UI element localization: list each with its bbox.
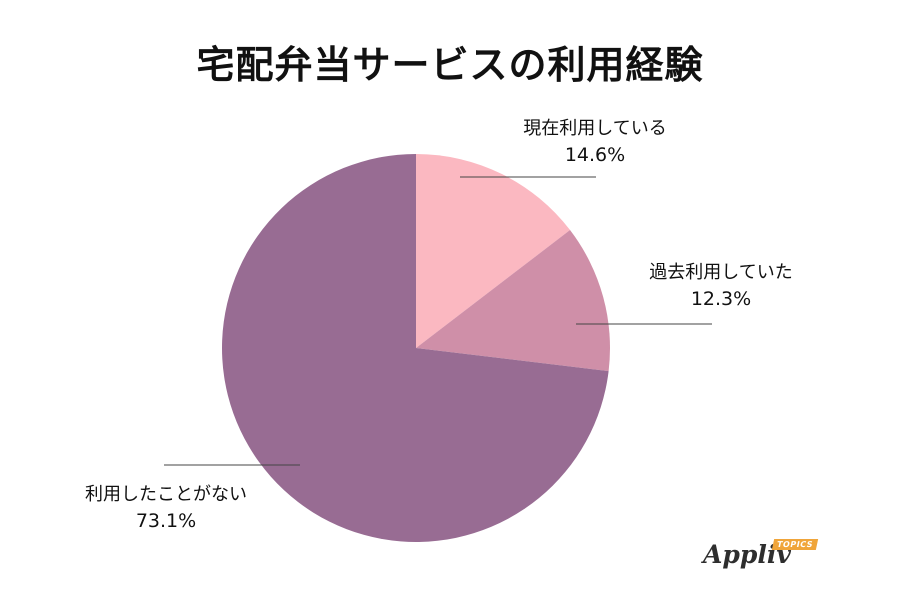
logo-tag: TOPICS xyxy=(771,539,819,550)
slice-value-text: 73.1% xyxy=(135,510,197,532)
slice-label-text: 過去利用していた xyxy=(649,262,793,283)
pie-slice-never xyxy=(222,154,609,542)
slice-label-never: 利用したことがない 73.1% xyxy=(66,482,266,534)
slice-label-past: 過去利用していた 12.3% xyxy=(636,260,806,312)
pie-slice-past xyxy=(416,230,610,372)
slice-label-text: 利用したことがない xyxy=(85,484,247,505)
slice-label-text: 現在利用している xyxy=(523,118,667,139)
slice-label-current: 現在利用している 14.6% xyxy=(490,116,700,168)
pie-slice-current xyxy=(416,154,571,348)
appliv-topics-logo: Appliv TOPICS xyxy=(703,536,823,576)
chart-title: 宅配弁当サービスの利用経験 xyxy=(196,43,704,87)
slice-value-text: 14.6% xyxy=(564,144,626,166)
slice-value-text: 12.3% xyxy=(690,288,752,310)
